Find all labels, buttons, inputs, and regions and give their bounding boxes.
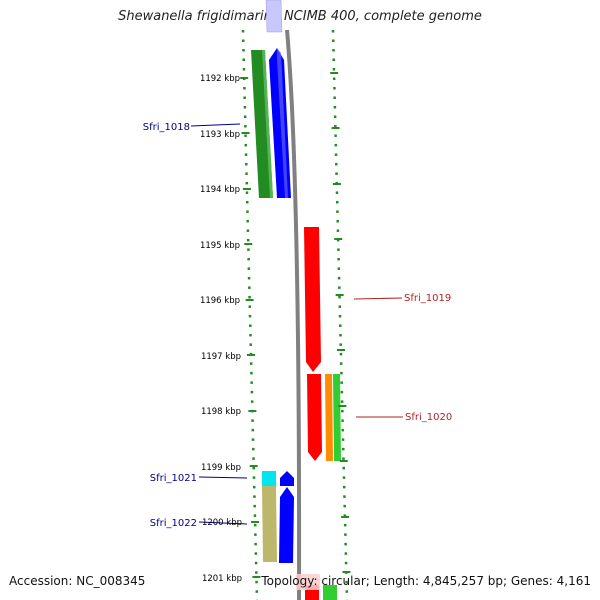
tick-label: 1200 kbp	[202, 518, 242, 528]
gene-label-sfri-1019[interactable]: Sfri_1019	[404, 293, 451, 304]
tick-label: 1194 kbp	[200, 185, 240, 195]
leader-sfri-1021	[198, 476, 248, 479]
accession-text: Accession: NC_008345	[9, 574, 146, 588]
gene-green-bottom	[323, 585, 337, 600]
tick-label: 1192 kbp	[200, 74, 240, 84]
tick-label: 1198 kbp	[201, 407, 241, 417]
gene-green	[251, 50, 273, 198]
tick-label: 1199 kbp	[201, 463, 241, 473]
tick-label: 1193 kbp	[200, 130, 240, 140]
genome-summary-text: Topology: circular; Length: 4,845,257 bp…	[261, 574, 591, 588]
gene-light-green	[333, 374, 341, 461]
right-ruler	[331, 29, 349, 600]
leader-sfri-1018	[190, 123, 241, 127]
gene-red-1020	[307, 374, 322, 461]
genome-backbone	[285, 29, 302, 600]
tick-label: 1196 kbp	[200, 296, 240, 306]
tick-label: 1201 kbp	[202, 574, 242, 584]
tick-label: 1197 kbp	[201, 352, 241, 362]
gene-lavender	[265, 0, 283, 33]
gene-label-sfri-1020[interactable]: Sfri_1020	[405, 412, 452, 423]
gene-orange	[325, 374, 333, 461]
gene-blue-lower	[279, 487, 294, 563]
gene-label-sfri-1022[interactable]: Sfri_1022	[150, 518, 197, 529]
gene-khaki	[262, 486, 277, 562]
gene-blue-small	[280, 471, 294, 486]
gene-label-sfri-1021[interactable]: Sfri_1021	[150, 473, 197, 484]
tick-label: 1195 kbp	[200, 241, 240, 251]
gene-red-1019	[304, 227, 321, 372]
left-ruler	[241, 29, 259, 600]
genome-title: Shewanella frigidimarina NCIMB 400, comp…	[118, 9, 482, 24]
ruler-ticks	[240, 72, 351, 578]
gene-cyan	[262, 471, 276, 486]
topology-highlight	[296, 574, 320, 590]
leader-sfri-1019	[353, 297, 403, 300]
leader-sfri-1022	[198, 521, 248, 525]
gene-label-sfri-1018[interactable]: Sfri_1018	[143, 122, 190, 133]
